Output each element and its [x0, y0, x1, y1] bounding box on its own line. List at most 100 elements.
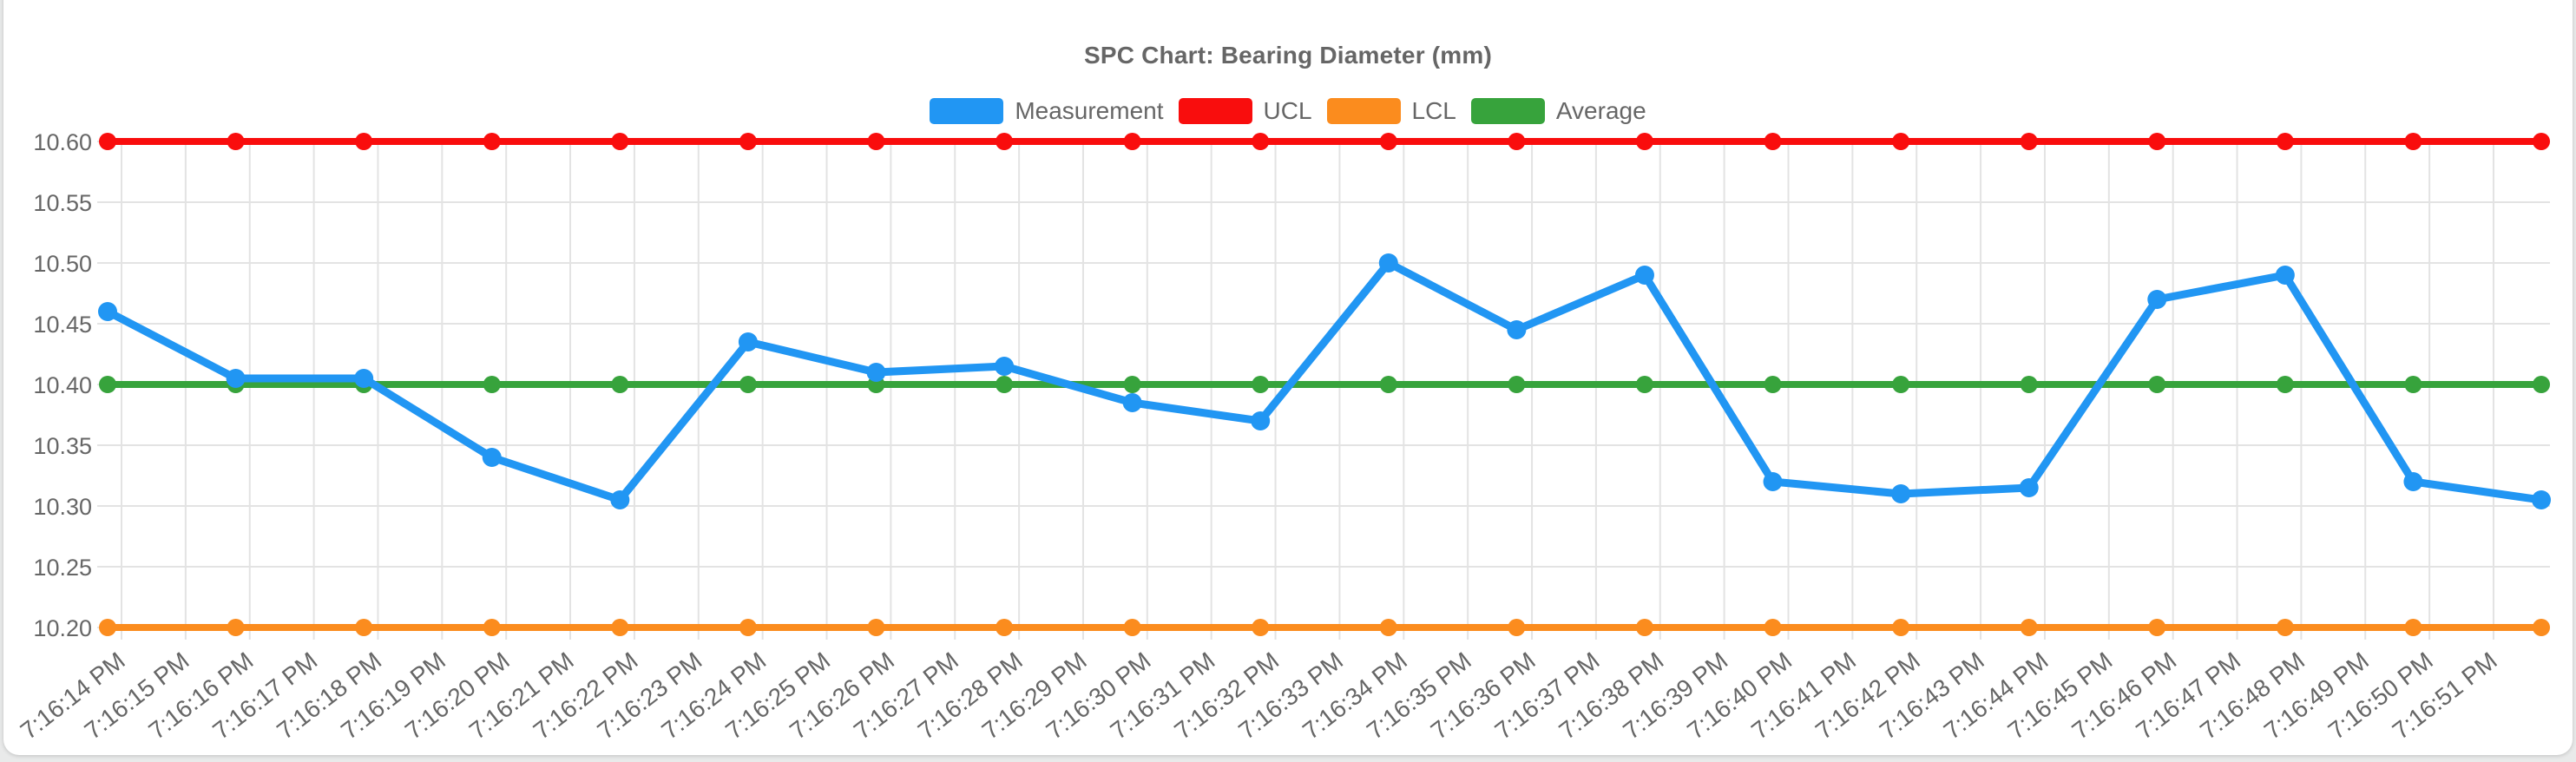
data-point-lcl[interactable]	[611, 619, 629, 636]
data-point-average[interactable]	[99, 376, 116, 393]
data-point-lcl[interactable]	[483, 619, 501, 636]
legend-item-measurement[interactable]: Measurement	[930, 97, 1164, 125]
y-tick-label: 10.30	[33, 494, 92, 520]
data-point-lcl[interactable]	[1635, 619, 1653, 636]
data-point-lcl[interactable]	[2276, 619, 2294, 636]
data-point-measurement[interactable]	[1507, 320, 1527, 339]
data-point-measurement[interactable]	[738, 332, 758, 351]
data-point-lcl[interactable]	[2404, 619, 2422, 636]
data-point-measurement[interactable]	[610, 490, 630, 509]
data-point-measurement[interactable]	[1251, 411, 1271, 430]
legend-label-lcl: LCL	[1411, 97, 1456, 124]
data-point-average[interactable]	[483, 376, 501, 393]
y-tick-label: 10.25	[33, 555, 92, 581]
data-point-ucl[interactable]	[1379, 133, 1397, 150]
data-point-ucl[interactable]	[1764, 133, 1782, 150]
data-point-lcl[interactable]	[867, 619, 885, 636]
data-point-lcl[interactable]	[1764, 619, 1782, 636]
legend-swatch-lcl	[1326, 98, 1401, 124]
data-point-ucl[interactable]	[483, 133, 501, 150]
data-point-lcl[interactable]	[2020, 619, 2038, 636]
data-point-lcl[interactable]	[99, 619, 116, 636]
data-point-ucl[interactable]	[355, 133, 373, 150]
chart-title: SPC Chart: Bearing Diameter (mm)	[1083, 42, 1493, 69]
data-point-lcl[interactable]	[1508, 619, 1526, 636]
legend-item-lcl[interactable]: LCL	[1326, 97, 1456, 125]
data-point-measurement[interactable]	[98, 302, 117, 321]
data-point-ucl[interactable]	[1123, 133, 1141, 150]
data-point-ucl[interactable]	[611, 133, 629, 150]
data-point-measurement[interactable]	[2275, 266, 2295, 285]
data-point-average[interactable]	[611, 376, 629, 393]
data-point-ucl[interactable]	[2148, 133, 2166, 150]
data-point-lcl[interactable]	[1252, 619, 1270, 636]
data-point-average[interactable]	[2404, 376, 2422, 393]
data-point-ucl[interactable]	[2276, 133, 2294, 150]
data-point-lcl[interactable]	[355, 619, 373, 636]
data-point-lcl[interactable]	[1892, 619, 1910, 636]
data-point-average[interactable]	[2020, 376, 2038, 393]
data-point-average[interactable]	[2148, 376, 2166, 393]
y-tick-label: 10.20	[33, 615, 92, 641]
data-point-measurement[interactable]	[2019, 478, 2039, 497]
data-point-measurement[interactable]	[2403, 472, 2423, 491]
data-point-lcl[interactable]	[227, 619, 245, 636]
legend-item-average[interactable]: Average	[1470, 97, 1646, 125]
data-point-ucl[interactable]	[739, 133, 757, 150]
data-point-measurement[interactable]	[2147, 290, 2167, 309]
data-point-average[interactable]	[996, 376, 1014, 393]
y-tick-label: 10.35	[33, 433, 92, 459]
data-point-measurement[interactable]	[482, 448, 502, 467]
data-point-measurement[interactable]	[1122, 393, 1142, 412]
data-point-lcl[interactable]	[996, 619, 1014, 636]
data-point-measurement[interactable]	[1891, 484, 1911, 503]
data-point-measurement[interactable]	[226, 369, 246, 388]
legend-item-ucl[interactable]: UCL	[1178, 97, 1312, 125]
data-point-lcl[interactable]	[1379, 619, 1397, 636]
legend-swatch-ucl	[1178, 98, 1252, 124]
data-point-average[interactable]	[1764, 376, 1782, 393]
data-point-measurement[interactable]	[1634, 266, 1654, 285]
chart-legend: Measurement UCL LCL Average	[0, 97, 2576, 125]
data-point-average[interactable]	[1508, 376, 1526, 393]
data-point-average[interactable]	[2276, 376, 2294, 393]
data-point-average[interactable]	[2533, 376, 2551, 393]
data-point-ucl[interactable]	[227, 133, 245, 150]
data-point-average[interactable]	[1379, 376, 1397, 393]
data-point-ucl[interactable]	[996, 133, 1014, 150]
data-point-ucl[interactable]	[2404, 133, 2422, 150]
data-point-average[interactable]	[1123, 376, 1141, 393]
data-point-lcl[interactable]	[1123, 619, 1141, 636]
data-point-ucl[interactable]	[99, 133, 116, 150]
data-point-ucl[interactable]	[1508, 133, 1526, 150]
data-point-ucl[interactable]	[2020, 133, 2038, 150]
data-point-ucl[interactable]	[1635, 133, 1653, 150]
data-point-measurement[interactable]	[866, 363, 886, 382]
data-point-ucl[interactable]	[2533, 133, 2551, 150]
y-tick-label: 10.55	[33, 190, 92, 216]
data-point-measurement[interactable]	[2532, 490, 2552, 509]
data-point-ucl[interactable]	[1252, 133, 1270, 150]
legend-swatch-average	[1470, 98, 1545, 124]
data-point-ucl[interactable]	[1892, 133, 1910, 150]
legend-swatch-measurement	[930, 98, 1004, 124]
data-point-average[interactable]	[739, 376, 757, 393]
data-point-average[interactable]	[1892, 376, 1910, 393]
data-point-measurement[interactable]	[1378, 253, 1398, 273]
legend-label-ucl: UCL	[1263, 97, 1312, 124]
y-tick-label: 10.60	[33, 129, 92, 155]
legend-label-average: Average	[1555, 97, 1646, 124]
data-point-lcl[interactable]	[2148, 619, 2166, 636]
data-point-measurement[interactable]	[1763, 472, 1783, 491]
data-point-lcl[interactable]	[2533, 619, 2551, 636]
data-point-lcl[interactable]	[739, 619, 757, 636]
data-point-average[interactable]	[1635, 376, 1653, 393]
data-point-measurement[interactable]	[995, 357, 1015, 376]
data-point-average[interactable]	[1252, 376, 1270, 393]
y-tick-label: 10.40	[33, 372, 92, 398]
data-point-ucl[interactable]	[867, 133, 885, 150]
data-point-measurement[interactable]	[354, 369, 374, 388]
